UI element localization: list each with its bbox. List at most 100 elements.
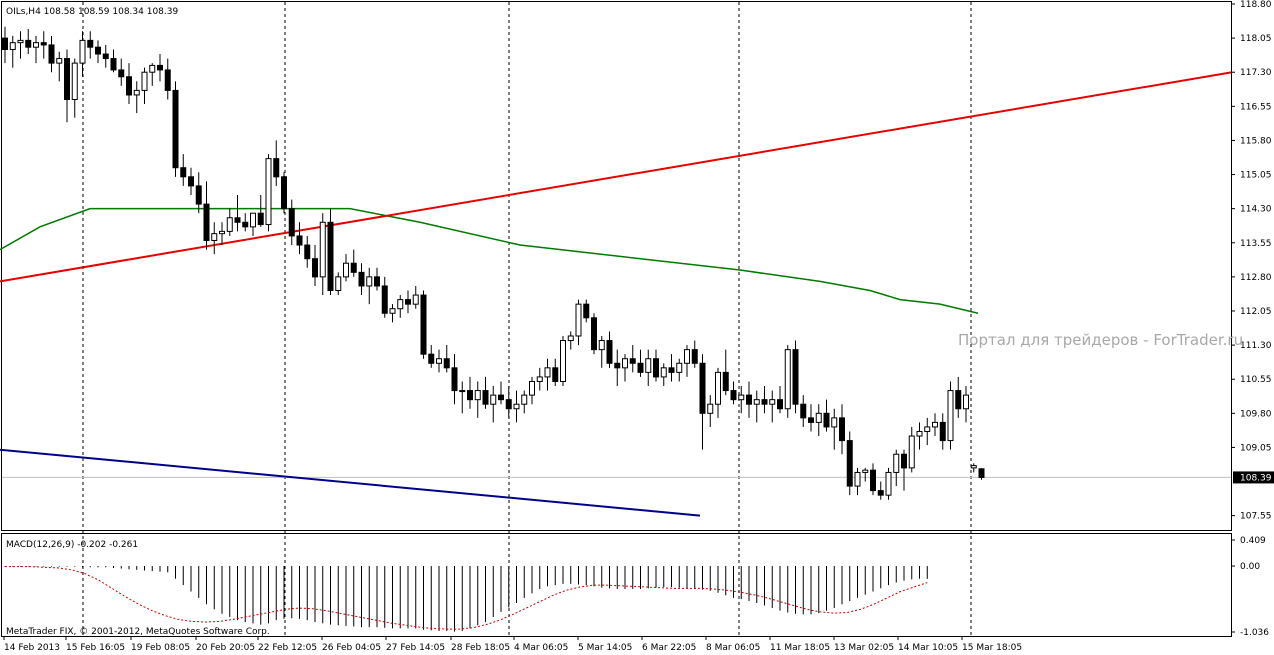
candle bbox=[924, 417, 931, 446]
candle bbox=[226, 208, 233, 236]
date-tick-label: 20 Feb 20:05 bbox=[196, 643, 255, 653]
candle bbox=[397, 295, 404, 318]
date-tick-label: 14 Mar 10:05 bbox=[898, 643, 958, 653]
candle bbox=[684, 345, 690, 377]
candle bbox=[614, 349, 621, 387]
copyright-label: MetaTrader FIX, © 2001-2012, MetaQuotes … bbox=[6, 627, 270, 637]
candle bbox=[335, 272, 342, 296]
candle bbox=[126, 63, 132, 105]
candle bbox=[753, 390, 760, 423]
price-tick-label: 109.80 bbox=[1240, 409, 1272, 419]
price-tick-label: 115.05 bbox=[1240, 171, 1272, 181]
price-tick-label: 111.30 bbox=[1240, 341, 1272, 351]
red-trendline[interactable] bbox=[0, 71, 1233, 283]
candle bbox=[436, 349, 442, 373]
candle bbox=[389, 304, 396, 323]
candle bbox=[164, 58, 171, 100]
candle bbox=[815, 404, 822, 437]
candle bbox=[932, 413, 938, 437]
candle bbox=[87, 31, 94, 59]
candle bbox=[211, 222, 218, 255]
candle bbox=[288, 199, 295, 246]
candle bbox=[9, 35, 16, 68]
candle bbox=[676, 358, 683, 382]
date-tick-label: 14 Feb 2013 bbox=[4, 643, 60, 653]
candle bbox=[583, 299, 590, 323]
candle bbox=[95, 40, 101, 64]
candle bbox=[637, 349, 644, 377]
candle bbox=[963, 386, 969, 423]
candle bbox=[110, 49, 117, 73]
candle bbox=[312, 245, 318, 286]
candle bbox=[188, 167, 194, 196]
date-tick-label: 5 Mar 14:05 bbox=[578, 643, 632, 653]
candle bbox=[48, 35, 55, 73]
candle bbox=[970, 463, 977, 473]
candle bbox=[831, 408, 838, 450]
candle bbox=[71, 58, 78, 118]
price-tick-label: 110.55 bbox=[1240, 375, 1272, 385]
candle bbox=[319, 213, 326, 296]
candle bbox=[451, 354, 458, 405]
candle bbox=[64, 49, 70, 123]
period-separators bbox=[82, 2, 972, 636]
candle bbox=[157, 54, 163, 82]
candle bbox=[273, 140, 280, 186]
moving-average-line[interactable] bbox=[0, 207, 979, 314]
candle bbox=[195, 172, 202, 214]
candle bbox=[498, 381, 504, 405]
candle bbox=[412, 285, 419, 309]
macd-signal-line bbox=[5, 566, 928, 630]
candle bbox=[916, 422, 923, 450]
price-tick-label: 112.05 bbox=[1240, 307, 1272, 317]
main-chart-frame bbox=[1, 1, 1232, 531]
candle bbox=[529, 376, 535, 405]
date-tick-label: 28 Feb 18:05 bbox=[451, 643, 510, 653]
candle bbox=[846, 431, 853, 496]
candle bbox=[591, 313, 597, 355]
candle bbox=[769, 390, 776, 423]
candle bbox=[133, 81, 140, 114]
candle bbox=[606, 331, 613, 368]
candle bbox=[598, 335, 605, 368]
price-axis: 118.80 118.05 117.30 116.55 115.80 115.05 114.… bbox=[1231, 0, 1272, 522]
candle bbox=[56, 51, 63, 82]
candle bbox=[374, 267, 380, 291]
trendlines[interactable] bbox=[0, 71, 1233, 517]
svg-text:108.39: 108.39 bbox=[1240, 473, 1272, 483]
candle bbox=[102, 44, 109, 68]
candle bbox=[730, 381, 737, 405]
candle bbox=[443, 345, 450, 373]
candle bbox=[862, 467, 869, 482]
candle bbox=[947, 381, 954, 450]
price-tick-label: 118.80 bbox=[1240, 0, 1272, 10]
candle bbox=[854, 467, 861, 496]
candle bbox=[738, 386, 745, 414]
date-tick-label: 6 Mar 22:05 bbox=[642, 643, 696, 653]
price-tick-label: 115.80 bbox=[1240, 136, 1272, 146]
candle bbox=[366, 267, 373, 305]
candle bbox=[901, 449, 907, 491]
candle bbox=[304, 235, 311, 268]
symbol-info-label: OILs,H4 108.58 108.59 108.34 108.39 bbox=[6, 7, 178, 17]
candle bbox=[653, 349, 659, 382]
candle bbox=[250, 212, 256, 236]
macd-tick-label: -1.036 bbox=[1240, 628, 1269, 638]
candle bbox=[893, 449, 900, 487]
candle bbox=[645, 349, 652, 387]
candle bbox=[141, 67, 148, 105]
candle bbox=[296, 222, 303, 255]
price-tick-label: 116.55 bbox=[1240, 102, 1272, 112]
candle bbox=[839, 404, 845, 455]
blue-trendline[interactable] bbox=[0, 448, 701, 517]
candle bbox=[118, 58, 125, 86]
candle bbox=[40, 31, 47, 59]
candle bbox=[544, 358, 551, 391]
date-tick-label: 4 Mar 06:05 bbox=[514, 643, 568, 653]
candle bbox=[955, 376, 962, 418]
candle bbox=[219, 222, 225, 246]
price-tick-label: 118.05 bbox=[1240, 34, 1272, 44]
candle bbox=[343, 254, 349, 282]
candle bbox=[746, 381, 752, 418]
